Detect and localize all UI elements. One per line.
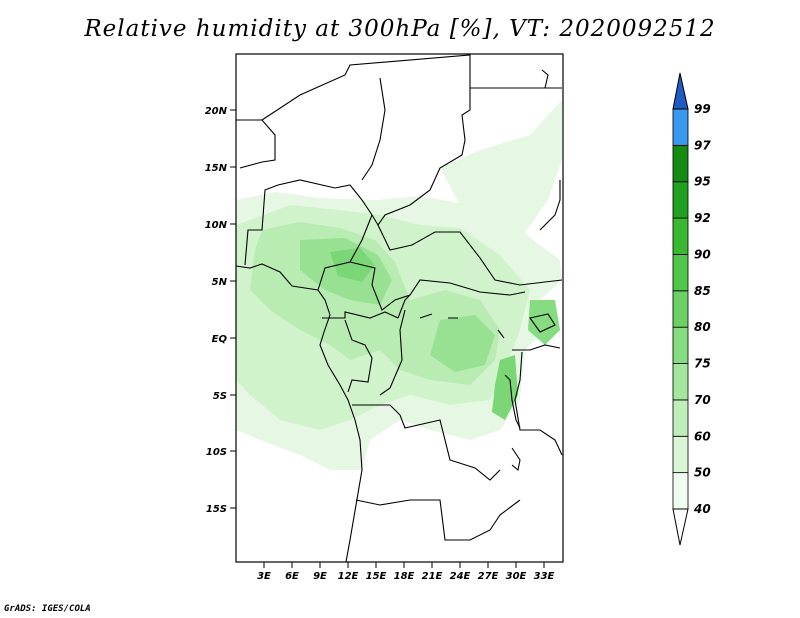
colorbar-segment bbox=[672, 217, 689, 255]
lat-label: 5N bbox=[212, 277, 228, 288]
colorbar-label: 70 bbox=[694, 393, 711, 407]
lat-label: 20N bbox=[205, 106, 228, 117]
border-13 bbox=[355, 499, 521, 541]
colorbar-max-arrow bbox=[672, 72, 689, 110]
humidity-area-75 bbox=[330, 248, 375, 282]
border-10 bbox=[397, 294, 411, 319]
humidity-area-70b bbox=[430, 315, 495, 372]
colorbar-segment bbox=[672, 363, 689, 401]
colorbar-segment bbox=[672, 435, 689, 474]
border-11 bbox=[379, 309, 406, 396]
lon-label: 27E bbox=[478, 571, 499, 582]
border-1 bbox=[236, 119, 276, 169]
lat-label: 15S bbox=[206, 504, 227, 515]
colorbar-segment bbox=[672, 181, 689, 219]
border-2 bbox=[244, 54, 471, 266]
lat-label: 15N bbox=[205, 163, 228, 174]
border-15 bbox=[514, 351, 563, 456]
lat-label: 10N bbox=[205, 220, 228, 231]
lat-label: EQ bbox=[212, 334, 228, 345]
humidity-area-75b bbox=[492, 355, 518, 420]
lon-label: 3E bbox=[257, 571, 271, 582]
lon-label: 21E bbox=[422, 571, 443, 582]
colorbar-min-arrow bbox=[672, 508, 689, 546]
border-6 bbox=[377, 224, 563, 286]
lake-1 bbox=[504, 374, 521, 429]
lat-label: 5S bbox=[213, 391, 227, 402]
colorbar-segment bbox=[672, 144, 689, 183]
lat-label: 10S bbox=[206, 447, 227, 458]
colorbar-segment bbox=[672, 290, 689, 328]
lon-label: 15E bbox=[366, 571, 387, 582]
chart-title: Relative humidity at 300hPa [%], VT: 202… bbox=[84, 16, 716, 42]
colorbar-labels: 40 50 60 70 75 80 85 90 92 95 97 99 bbox=[693, 102, 711, 516]
lake-2 bbox=[511, 447, 521, 472]
border-12 bbox=[352, 404, 501, 481]
border-9 bbox=[344, 319, 373, 393]
colorbar-label: 92 bbox=[694, 211, 711, 225]
colorbar-segment bbox=[672, 254, 689, 292]
colorbar-label: 99 bbox=[694, 102, 711, 116]
border-14 bbox=[512, 344, 561, 351]
lon-label: 6E bbox=[285, 571, 299, 582]
border-17 bbox=[541, 69, 549, 89]
country-borders bbox=[236, 54, 563, 562]
colorbar-label: 80 bbox=[694, 320, 711, 334]
lon-label: 12E bbox=[338, 571, 359, 582]
colorbar-label: 85 bbox=[694, 284, 711, 298]
coastline bbox=[236, 263, 363, 562]
humidity-area-light-ne bbox=[440, 100, 562, 240]
colorbar-label: 60 bbox=[694, 429, 711, 443]
colorbar-segment bbox=[672, 472, 689, 510]
colorbar-label: 97 bbox=[694, 138, 711, 152]
border-16 bbox=[539, 180, 561, 231]
lon-axis: 3E 6E 9E 12E 15E 18E 21E 24E 27E 30E 33E bbox=[257, 562, 555, 582]
border-8 bbox=[322, 311, 399, 319]
colorbar-segment bbox=[672, 326, 689, 364]
colorbar-label: 95 bbox=[694, 175, 711, 189]
colorbar-label: 40 bbox=[693, 502, 711, 516]
lon-label: 30E bbox=[506, 571, 527, 582]
credit-label: GrADS: IGES/COLA bbox=[4, 604, 91, 614]
lon-label: 18E bbox=[394, 571, 415, 582]
humidity-fill-layer bbox=[236, 100, 562, 470]
colorbar-label: 75 bbox=[694, 357, 711, 371]
border-3 bbox=[361, 77, 386, 181]
colorbar-label: 50 bbox=[694, 466, 711, 480]
colorbar-segment bbox=[672, 108, 689, 146]
lon-label: 33E bbox=[534, 571, 555, 582]
lon-label: 24E bbox=[450, 571, 471, 582]
map-frame bbox=[235, 53, 564, 563]
lon-label: 9E bbox=[313, 571, 327, 582]
colorbar-segment bbox=[672, 399, 689, 437]
humidity-area-70c bbox=[528, 300, 560, 345]
lat-axis: 20N 15N 10N 5N EQ 5S 10S 15S bbox=[205, 106, 236, 515]
colorbar: 40 50 60 70 75 80 85 90 92 95 97 99 bbox=[672, 72, 711, 546]
colorbar-segments bbox=[672, 108, 689, 510]
lake-4 bbox=[529, 313, 556, 333]
colorbar-label: 90 bbox=[694, 247, 711, 261]
lake-3 bbox=[419, 313, 505, 339]
